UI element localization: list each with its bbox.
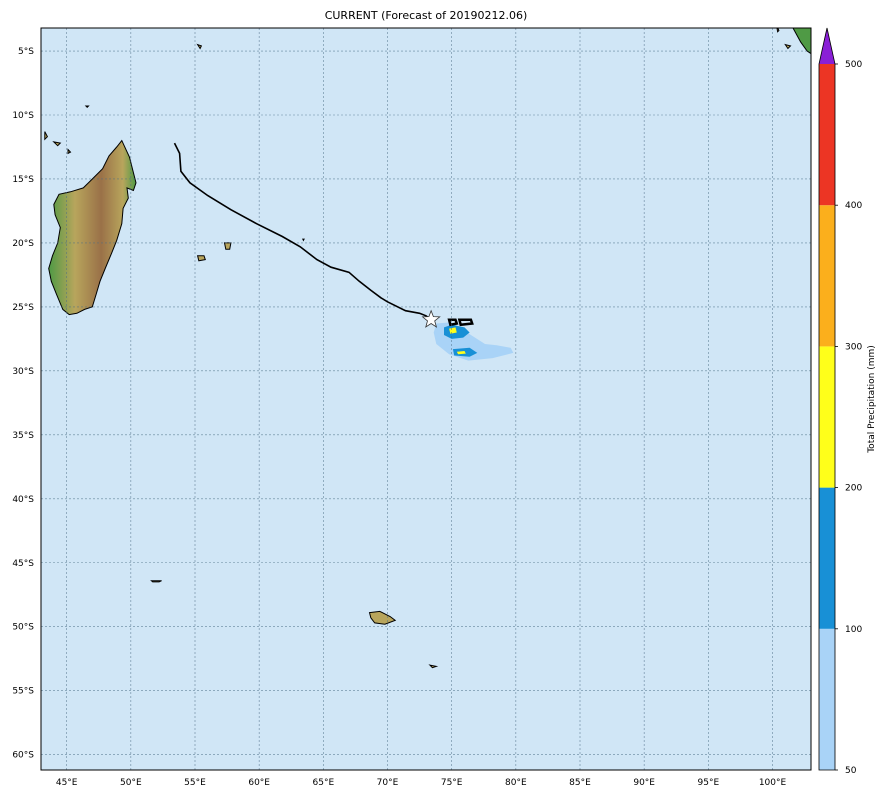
island	[67, 148, 72, 155]
lat-tick-label: 45°S	[12, 559, 34, 569]
precip-area-200	[456, 351, 466, 355]
lat-tick-label: 5°S	[18, 47, 34, 57]
colorbar-tick-label: 100	[845, 625, 862, 635]
colorbar-tick-label: 400	[845, 201, 862, 211]
ocean	[41, 28, 811, 770]
colorbar-tick-label: 500	[845, 60, 862, 70]
island	[223, 242, 232, 250]
island	[196, 43, 203, 50]
colorbar-bin-300	[819, 205, 835, 347]
precip-area-200	[449, 327, 457, 334]
lat-tick-label: 20°S	[12, 239, 34, 249]
island	[784, 43, 792, 50]
lon-tick-label: 55°E	[184, 778, 206, 788]
colorbar-label: Total Precipitation (mm)	[867, 345, 877, 454]
island	[84, 105, 90, 109]
lat-tick-label: 30°S	[12, 367, 34, 377]
lon-tick-label: 75°E	[441, 778, 463, 788]
lon-tick-label: 95°E	[698, 778, 720, 788]
lat-tick-label: 15°S	[12, 175, 34, 185]
lon-tick-label: 70°E	[377, 778, 399, 788]
precip-outline	[457, 318, 474, 327]
colorbar-tick-label: 200	[845, 484, 862, 494]
storm-track	[173, 142, 432, 321]
lat-tick-label: 55°S	[12, 687, 34, 697]
lat-tick-label: 50°S	[12, 623, 34, 633]
island	[302, 238, 305, 242]
axis-tick-labels: 45°E 50°E 55°E 60°E 65°E 70°E 75°E 80°E 85°E 90°E…	[12, 47, 786, 788]
lon-tick-label: 50°E	[120, 778, 142, 788]
lon-tick-label: 100°E	[759, 778, 787, 788]
colorbar-bin-200	[819, 346, 835, 488]
colorbar-bin-50	[819, 628, 835, 770]
sumatra-land	[792, 28, 811, 55]
colorbar-tick-label: 50	[845, 766, 857, 776]
colorbar-extend-arrow	[819, 28, 835, 64]
island	[428, 664, 439, 669]
colorbar-frame	[818, 27, 836, 771]
colorbar-bin-400	[819, 64, 835, 206]
storm-star-icon	[421, 309, 441, 328]
island	[196, 255, 206, 262]
island	[150, 580, 162, 583]
map-plot-area	[40, 27, 812, 771]
island	[52, 141, 62, 147]
madagascar-land	[48, 139, 137, 316]
precip-area-100	[444, 324, 470, 339]
lat-tick-label: 40°S	[12, 495, 34, 505]
precip-outline	[447, 318, 459, 327]
lon-tick-label: 90°E	[633, 778, 655, 788]
lon-tick-label: 60°E	[248, 778, 270, 788]
lon-tick-label: 65°E	[313, 778, 335, 788]
colorbar-bin-100	[819, 487, 835, 629]
lat-tick-label: 35°S	[12, 431, 34, 441]
map-title: CURRENT (Forecast of 20190212.06)	[324, 9, 528, 22]
island	[368, 610, 397, 625]
island	[776, 28, 780, 33]
lat-tick-label: 60°S	[12, 751, 34, 761]
lon-tick-label: 85°E	[569, 778, 591, 788]
map-frame	[40, 27, 812, 771]
lat-tick-label: 25°S	[12, 303, 34, 313]
colorbar-tick-label: 300	[845, 342, 862, 352]
island	[44, 131, 49, 141]
lon-tick-label: 80°E	[505, 778, 527, 788]
lon-tick-label: 45°E	[56, 778, 78, 788]
precipitation-colorbar: 50 100 200 300 400 500	[818, 27, 862, 776]
lat-tick-label: 10°S	[12, 111, 34, 121]
